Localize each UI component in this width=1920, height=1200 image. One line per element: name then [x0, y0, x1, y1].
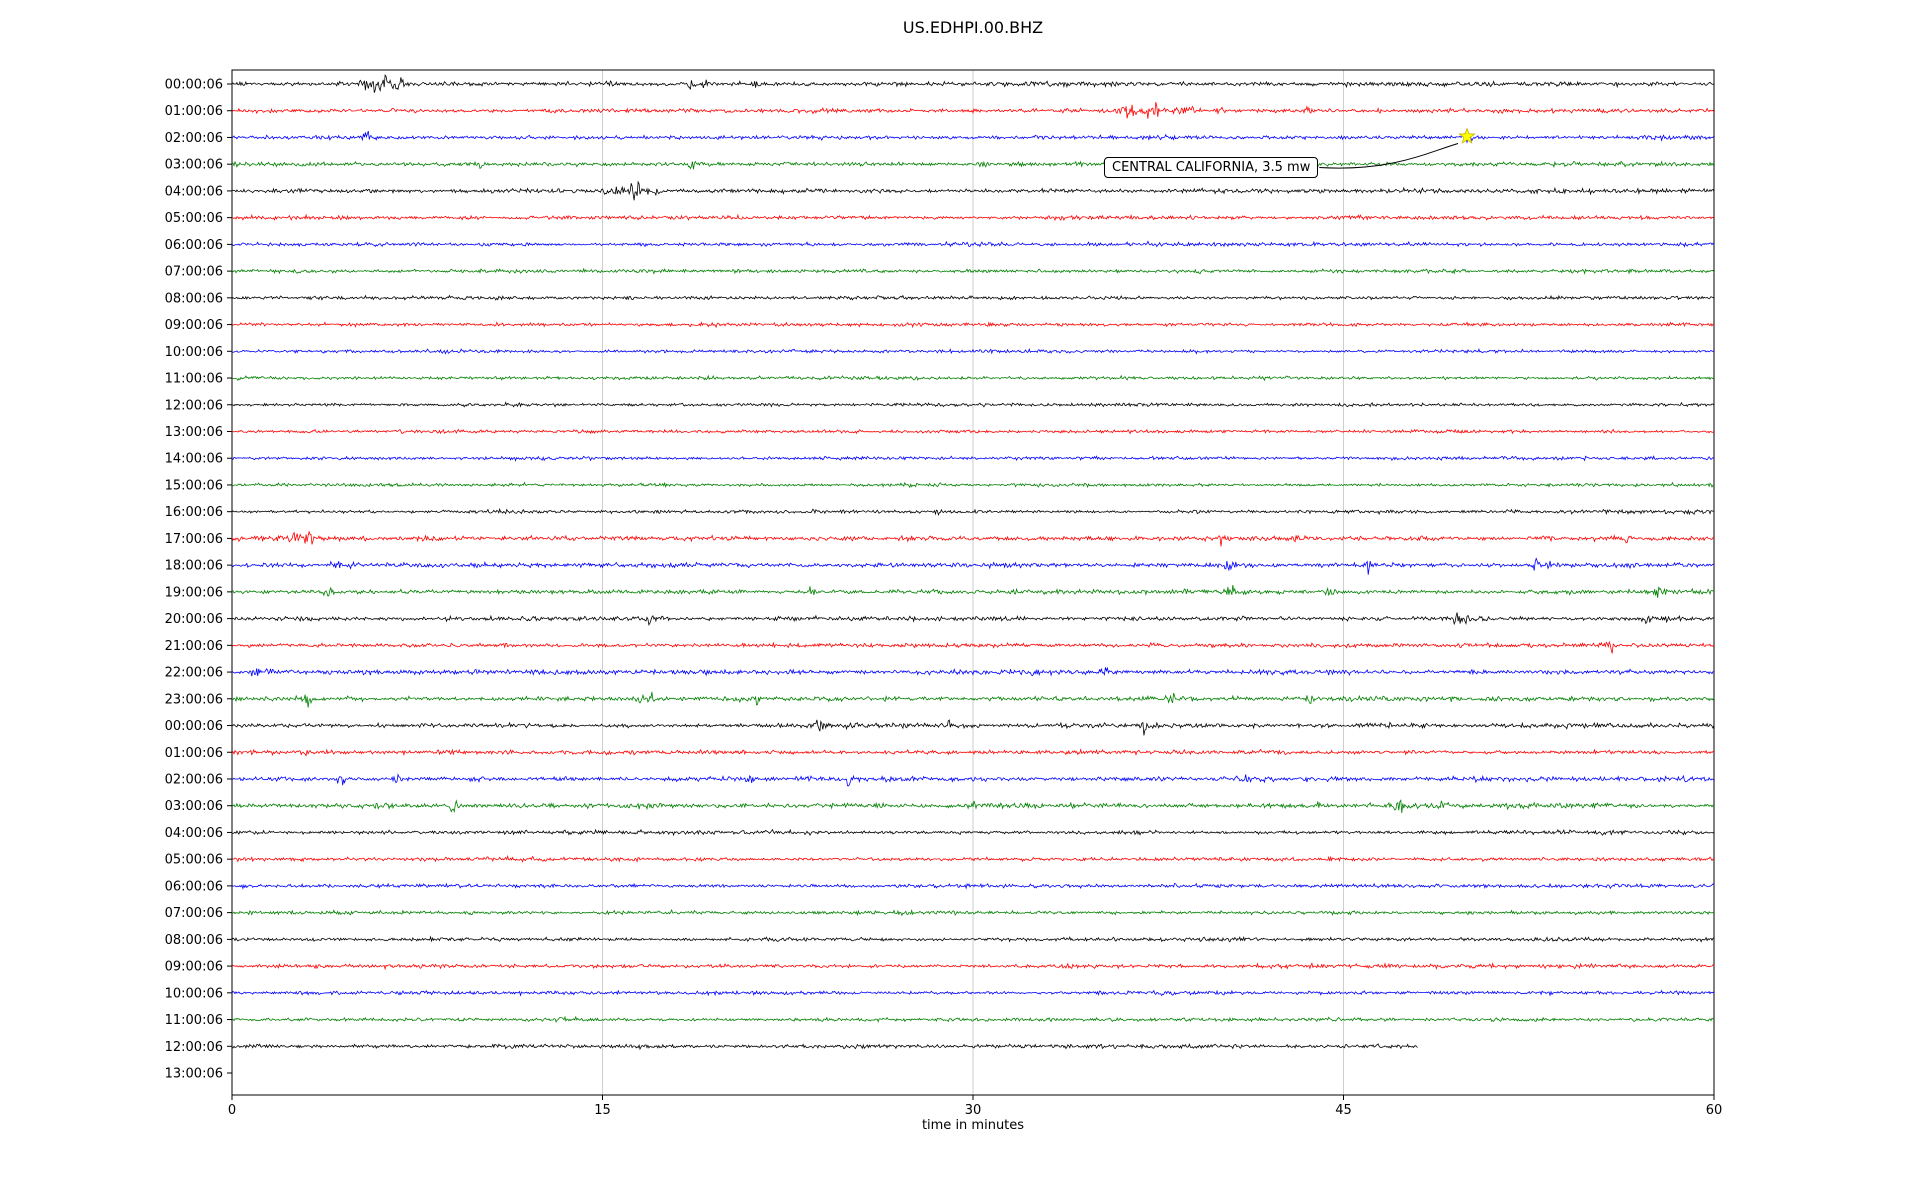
seismic-trace-row-16 — [231, 507, 1715, 516]
seismic-trace-row-1 — [231, 102, 1715, 119]
row-time-label: 09:00:06 — [165, 318, 223, 333]
row-time-label: 09:00:06 — [165, 960, 223, 975]
row-time-label: 05:00:06 — [165, 211, 223, 226]
seismic-trace-row-5 — [231, 213, 1715, 222]
seismic-trace-row-34 — [231, 989, 1715, 997]
seismic-trace-row-14 — [231, 455, 1715, 462]
seismic-trace-row-15 — [231, 481, 1715, 489]
event-star-icon — [1458, 127, 1476, 144]
row-time-label: 02:00:06 — [165, 772, 223, 787]
row-time-label: 15:00:06 — [165, 478, 223, 493]
seismic-trace-row-17 — [231, 530, 1715, 547]
seismic-trace-row-9 — [231, 321, 1715, 329]
seismic-trace-row-33 — [231, 962, 1715, 971]
figure-title: US.EDHPI.00.BHZ — [902, 18, 1044, 37]
seismic-trace-row-18 — [231, 557, 1715, 575]
row-time-label: 02:00:06 — [165, 131, 223, 146]
row-time-label: 14:00:06 — [165, 452, 223, 467]
seismic-trace-row-20 — [231, 612, 1715, 626]
seismic-trace-row-10 — [231, 348, 1715, 355]
row-time-label: 07:00:06 — [165, 265, 223, 280]
seismic-trace-row-6 — [231, 240, 1715, 248]
x-tick-label: 15 — [594, 1103, 611, 1118]
seismic-trace-row-0 — [231, 74, 1715, 93]
x-tick-label: 0 — [228, 1103, 236, 1118]
seismic-trace-row-27 — [231, 799, 1715, 814]
row-time-label: 12:00:06 — [165, 398, 223, 413]
annotation-leader-line — [1319, 143, 1459, 169]
row-time-label: 11:00:06 — [165, 372, 223, 387]
event-annotation-label: CENTRAL CALIFORNIA, 3.5 mw — [1104, 157, 1319, 178]
row-time-label: 03:00:06 — [165, 799, 223, 814]
row-time-label: 01:00:06 — [165, 104, 223, 119]
row-time-label: 16:00:06 — [165, 505, 223, 520]
x-tick-label: 45 — [1335, 1103, 1352, 1118]
row-time-label: 13:00:06 — [165, 1067, 223, 1082]
seismic-trace-row-25 — [231, 748, 1715, 757]
row-time-label: 22:00:06 — [165, 666, 223, 681]
seismic-trace-row-35 — [231, 1015, 1715, 1023]
row-time-label: 11:00:06 — [165, 1013, 223, 1028]
seismic-trace-row-24 — [231, 719, 1715, 736]
seismic-trace-row-23 — [231, 691, 1715, 708]
seismic-trace-row-31 — [231, 908, 1715, 917]
row-time-label: 00:00:06 — [165, 78, 223, 93]
seismic-trace-row-26 — [231, 773, 1715, 787]
row-time-label: 06:00:06 — [165, 238, 223, 253]
row-time-label: 13:00:06 — [165, 425, 223, 440]
x-tick-label: 30 — [965, 1103, 982, 1118]
row-time-label: 10:00:06 — [165, 986, 223, 1001]
seismic-trace-row-13 — [231, 428, 1715, 435]
seismic-trace-row-36 — [231, 1043, 1418, 1051]
row-time-label: 01:00:06 — [165, 746, 223, 761]
row-time-label: 08:00:06 — [165, 291, 223, 306]
seismic-trace-row-3 — [231, 160, 1715, 170]
seismic-trace-row-7 — [231, 267, 1715, 275]
row-time-label: 21:00:06 — [165, 639, 223, 654]
seismic-trace-row-11 — [231, 374, 1715, 382]
seismic-trace-row-28 — [231, 828, 1715, 837]
row-time-label: 08:00:06 — [165, 933, 223, 948]
seismic-trace-row-8 — [231, 294, 1715, 301]
row-time-label: 00:00:06 — [165, 719, 223, 734]
row-time-label: 03:00:06 — [165, 158, 223, 173]
row-time-label: 20:00:06 — [165, 612, 223, 627]
seismic-trace-row-12 — [231, 401, 1715, 408]
row-time-label: 23:00:06 — [165, 692, 223, 707]
row-time-label: 10:00:06 — [165, 345, 223, 360]
x-tick-label: 60 — [1706, 1103, 1723, 1118]
seismic-trace-row-19 — [231, 584, 1715, 598]
row-time-label: 17:00:06 — [165, 532, 223, 547]
row-time-label: 19:00:06 — [165, 585, 223, 600]
row-time-label: 07:00:06 — [165, 906, 223, 921]
row-time-label: 18:00:06 — [165, 559, 223, 574]
row-time-label: 04:00:06 — [165, 184, 223, 199]
seismic-trace-row-30 — [231, 882, 1715, 890]
seismic-trace-row-4 — [231, 180, 1715, 201]
seismic-trace-row-22 — [231, 666, 1714, 677]
seismic-trace-row-32 — [231, 935, 1715, 943]
row-time-label: 06:00:06 — [165, 879, 223, 894]
seismic-trace-row-29 — [231, 854, 1715, 863]
row-time-label: 12:00:06 — [165, 1040, 223, 1055]
row-time-label: 04:00:06 — [165, 826, 223, 841]
row-time-label: 05:00:06 — [165, 853, 223, 868]
seismic-trace-row-21 — [231, 640, 1715, 654]
x-axis-label: time in minutes — [921, 1118, 1025, 1133]
seismic-trace-row-2 — [231, 130, 1715, 144]
